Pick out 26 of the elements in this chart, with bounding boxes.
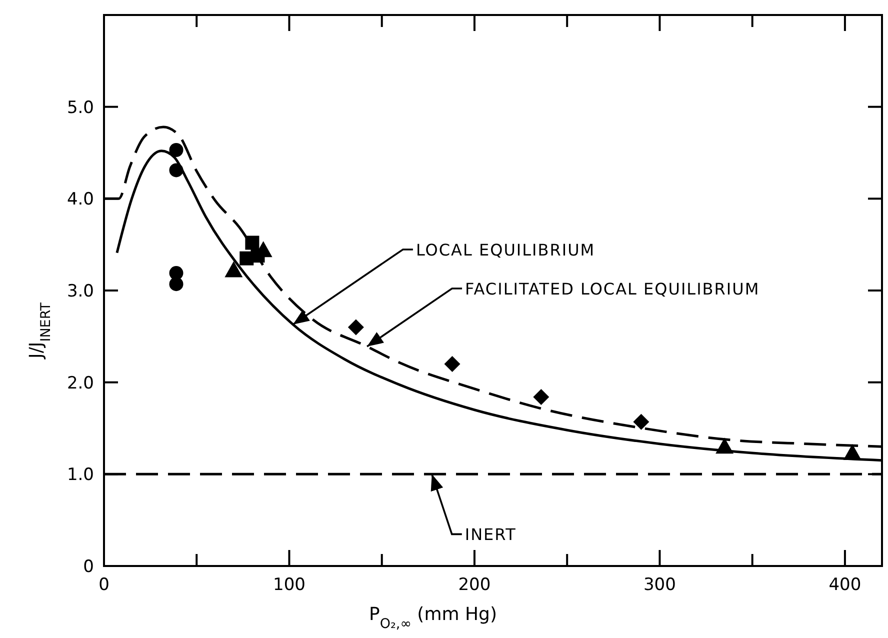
x-tick-label: 0 <box>98 575 110 595</box>
annotation: INERT <box>464 525 516 544</box>
point <box>843 444 862 460</box>
point <box>716 438 734 454</box>
x-tick-label: 100 <box>273 575 306 595</box>
y-tick-label: 3.0 <box>66 282 94 302</box>
point <box>245 236 260 250</box>
y-tick-label: 2.0 <box>66 373 94 394</box>
point <box>633 414 650 430</box>
point <box>169 277 184 292</box>
point <box>533 389 550 406</box>
point <box>224 261 243 278</box>
x-axis-title: P$_{O₂,∞}$ (mm Hg) <box>369 604 497 632</box>
point <box>444 356 460 372</box>
x-tick-label: 200 <box>458 575 491 595</box>
point <box>348 319 364 336</box>
point <box>169 142 184 157</box>
y-tick-label: 0 <box>83 557 94 577</box>
point <box>169 163 184 178</box>
x-tick-label: 300 <box>643 575 676 595</box>
annotation: LOCAL EQUILIBRIUM <box>416 240 596 260</box>
x-tick-label: 400 <box>828 575 862 595</box>
annotation: FACILITATED LOCAL EQUILIBRIUM <box>465 280 760 299</box>
y-tick-label: 5.0 <box>66 98 94 118</box>
y-tick-label: 1.0 <box>66 465 94 486</box>
y-tick-label: 4.0 <box>66 190 94 210</box>
